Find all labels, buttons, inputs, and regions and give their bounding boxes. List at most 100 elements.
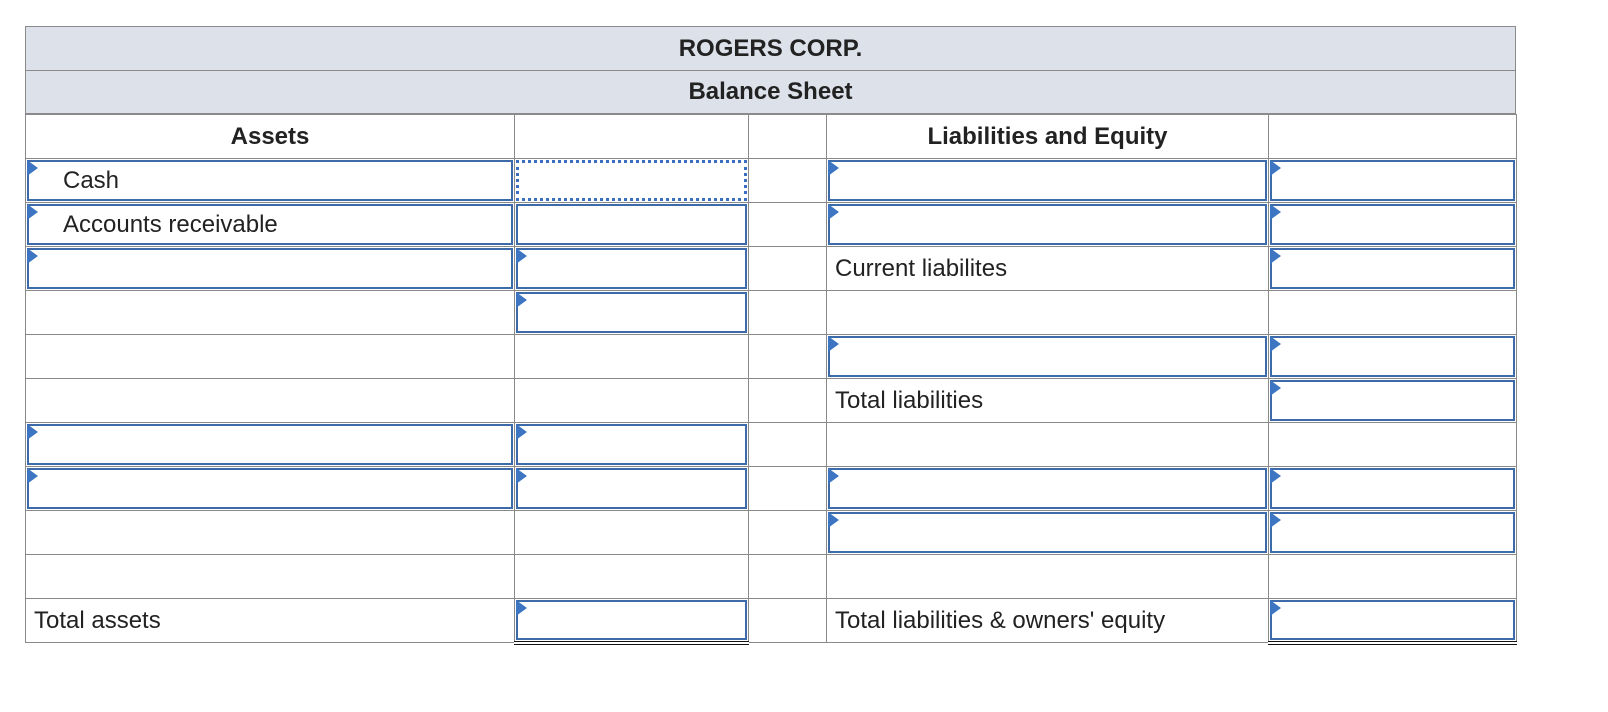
liability-amount-cell xyxy=(1268,202,1517,247)
empty-cell xyxy=(748,114,827,159)
current-liabilities-total-input[interactable] xyxy=(1270,248,1515,289)
asset-account-dropdown[interactable] xyxy=(27,424,513,465)
dropdown-marker-icon xyxy=(27,160,38,176)
dropdown-marker-icon xyxy=(27,248,38,264)
asset-account-label: Cash xyxy=(63,166,120,194)
totals-row: Total assets Total liabilities & owners'… xyxy=(25,598,1517,645)
empty-cell xyxy=(25,510,515,555)
dropdown-marker-icon xyxy=(828,468,839,484)
liability-account-dropdown[interactable] xyxy=(828,204,1267,245)
asset-account-dropdown[interactable]: Cash xyxy=(27,160,513,201)
total-assets-cell xyxy=(514,598,749,645)
current-liabilities-label: Current liabilites xyxy=(826,246,1269,291)
empty-cell xyxy=(748,158,827,203)
dropdown-marker-icon xyxy=(1270,248,1281,264)
balance-sheet: ROGERS CORP. Balance Sheet Assets Liabil… xyxy=(25,26,1517,645)
table-row xyxy=(25,554,1517,599)
asset-account-dropdown[interactable]: Accounts receivable xyxy=(27,204,513,245)
dropdown-marker-icon xyxy=(516,248,527,264)
table-row xyxy=(25,510,1517,555)
empty-cell xyxy=(748,334,827,379)
total-liabilities-equity-input[interactable] xyxy=(1270,600,1515,640)
empty-cell xyxy=(748,598,827,643)
asset-amount-cell xyxy=(514,246,749,291)
empty-cell xyxy=(25,334,515,379)
empty-cell xyxy=(1268,554,1517,599)
equity-account-dropdown[interactable] xyxy=(828,468,1267,509)
dropdown-marker-icon xyxy=(828,204,839,220)
asset-label-cell xyxy=(25,466,515,511)
table-row: Total liabilities xyxy=(25,378,1517,423)
dropdown-marker-icon xyxy=(828,336,839,352)
equity-amount-input[interactable] xyxy=(1270,468,1515,509)
dropdown-marker-icon xyxy=(1270,336,1281,352)
balance-sheet-table: Assets Liabilities and Equity Cash xyxy=(25,114,1517,645)
total-assets-input[interactable] xyxy=(516,600,747,640)
asset-account-dropdown[interactable] xyxy=(27,248,513,289)
empty-cell xyxy=(826,554,1269,599)
asset-account-dropdown[interactable] xyxy=(27,468,513,509)
equity-account-dropdown[interactable] xyxy=(828,512,1267,553)
dropdown-marker-icon xyxy=(516,292,527,308)
liability-account-dropdown[interactable] xyxy=(828,336,1267,377)
asset-label-cell xyxy=(25,246,515,291)
asset-amount-input[interactable] xyxy=(516,248,747,289)
total-assets-label: Total assets xyxy=(25,598,515,643)
table-row: Accounts receivable xyxy=(25,202,1517,247)
dropdown-marker-icon xyxy=(828,512,839,528)
empty-cell xyxy=(748,246,827,291)
empty-cell xyxy=(514,114,749,159)
asset-amount-input[interactable] xyxy=(516,204,747,245)
asset-amount-cell xyxy=(514,422,749,467)
empty-cell xyxy=(748,510,827,555)
assets-header: Assets xyxy=(25,114,515,159)
table-row: Current liabilites xyxy=(25,246,1517,291)
liability-amount-input[interactable] xyxy=(1270,204,1515,245)
table-row xyxy=(25,422,1517,467)
table-row: Cash xyxy=(25,158,1517,203)
empty-cell xyxy=(748,554,827,599)
dropdown-marker-icon xyxy=(828,160,839,176)
liability-amount-cell xyxy=(1268,246,1517,291)
total-liabilities-label: Total liabilities xyxy=(826,378,1269,423)
empty-cell xyxy=(1268,422,1517,467)
dropdown-marker-icon xyxy=(1270,204,1281,220)
empty-cell xyxy=(748,202,827,247)
liability-label-cell xyxy=(826,202,1269,247)
empty-cell xyxy=(748,422,827,467)
statement-title: Balance Sheet xyxy=(25,70,1516,114)
liability-label-cell xyxy=(826,334,1269,379)
empty-cell xyxy=(748,466,827,511)
dropdown-marker-icon xyxy=(516,424,527,440)
equity-amount-input[interactable] xyxy=(1270,512,1515,553)
empty-cell xyxy=(826,290,1269,335)
liability-amount-cell xyxy=(1268,334,1517,379)
dropdown-marker-icon xyxy=(1270,160,1281,176)
table-row xyxy=(25,334,1517,379)
dropdown-marker-icon xyxy=(516,600,527,616)
liability-amount-input[interactable] xyxy=(1270,336,1515,377)
asset-amount-cell xyxy=(514,202,749,247)
asset-label-cell: Accounts receivable xyxy=(25,202,515,247)
empty-cell xyxy=(514,510,749,555)
liability-amount-input[interactable] xyxy=(1270,160,1515,201)
table-header-row: Assets Liabilities and Equity xyxy=(25,114,1517,159)
liability-account-dropdown[interactable] xyxy=(828,160,1267,201)
asset-amount-input[interactable] xyxy=(516,468,747,509)
asset-account-label: Accounts receivable xyxy=(63,210,278,238)
asset-amount-input-focused[interactable] xyxy=(516,160,747,201)
total-liabilities-input[interactable] xyxy=(1270,380,1515,421)
empty-cell xyxy=(25,378,515,423)
dropdown-marker-icon xyxy=(1270,468,1281,484)
asset-label-cell: Cash xyxy=(25,158,515,203)
dropdown-marker-icon xyxy=(27,468,38,484)
asset-amount-input[interactable] xyxy=(516,424,747,465)
empty-cell xyxy=(748,378,827,423)
asset-amount-cell xyxy=(514,158,749,203)
empty-cell xyxy=(1268,114,1517,159)
dropdown-marker-icon xyxy=(1270,600,1281,616)
dropdown-marker-icon xyxy=(27,424,38,440)
table-row xyxy=(25,466,1517,511)
liabilities-equity-header: Liabilities and Equity xyxy=(826,114,1269,159)
asset-subtotal-input[interactable] xyxy=(516,292,747,333)
